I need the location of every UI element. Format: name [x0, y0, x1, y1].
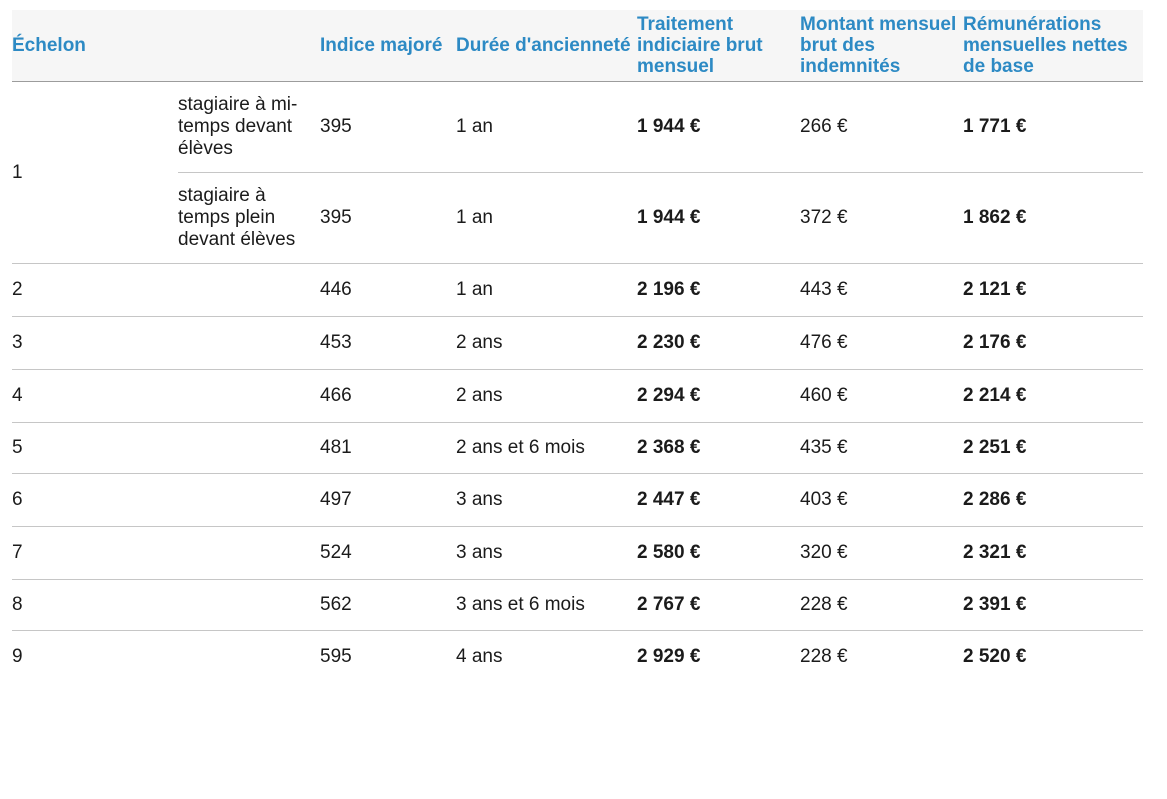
- column-header-duree-anciennete: Durée d'ancienneté: [456, 10, 637, 82]
- montant-cell: 435 €: [800, 422, 963, 474]
- remuneration-cell: 2 251 €: [963, 422, 1143, 474]
- remuneration-cell: 2 391 €: [963, 579, 1143, 631]
- duree-cell: 2 ans: [456, 316, 637, 370]
- echelon-cell: 7: [12, 526, 320, 580]
- traitement-cell: 1 944 €: [637, 172, 800, 264]
- table-row: 5 481 2 ans et 6 mois 2 368 € 435 € 2 25…: [12, 422, 1143, 474]
- montant-cell: 460 €: [800, 369, 963, 423]
- remuneration-cell: 2 286 €: [963, 473, 1143, 527]
- traitement-cell: 2 767 €: [637, 579, 800, 631]
- table-row: 6 497 3 ans 2 447 € 403 € 2 286 €: [12, 473, 1143, 527]
- table-row: 9 595 4 ans 2 929 € 228 € 2 520 €: [12, 630, 1143, 683]
- echelon-cell: 1: [12, 161, 23, 183]
- indice-cell: 524: [320, 526, 456, 580]
- echelon-cell: 9: [12, 630, 320, 683]
- echelon-cell: 4: [12, 369, 320, 423]
- indice-cell: 481: [320, 422, 456, 474]
- traitement-cell: 2 929 €: [637, 630, 800, 683]
- description-cell: stagiaire à temps plein devant élèves: [178, 172, 320, 264]
- indice-cell: 453: [320, 316, 456, 370]
- table-row: stagiaire à temps plein devant élèves 39…: [12, 172, 1143, 264]
- duree-cell: 3 ans et 6 mois: [456, 579, 637, 631]
- traitement-cell: 2 294 €: [637, 369, 800, 423]
- montant-cell: 320 €: [800, 526, 963, 580]
- montant-cell: 228 €: [800, 630, 963, 683]
- column-header-remunerations-nettes: Rémunérations mensuelles nettes de base: [963, 10, 1143, 82]
- indice-cell: 395: [320, 172, 456, 264]
- montant-cell: 228 €: [800, 579, 963, 631]
- table-row: 1 stagiaire à mi-temps devant élèves 395…: [12, 82, 1143, 183]
- echelon-cell: 8: [12, 579, 320, 631]
- remuneration-cell: 2 214 €: [963, 369, 1143, 423]
- table-row: 7 524 3 ans 2 580 € 320 € 2 321 €: [12, 526, 1143, 580]
- montant-cell: 403 €: [800, 473, 963, 527]
- column-header-indice-majore: Indice majoré: [320, 10, 456, 82]
- duree-cell: 1 an: [456, 172, 637, 264]
- duree-cell: 2 ans et 6 mois: [456, 422, 637, 474]
- remuneration-cell: 1 862 €: [963, 172, 1143, 264]
- remuneration-cell: 2 176 €: [963, 316, 1143, 370]
- table-row: 4 466 2 ans 2 294 € 460 € 2 214 €: [12, 369, 1143, 423]
- echelon-cell: 2: [12, 263, 320, 317]
- indice-cell: 446: [320, 263, 456, 317]
- column-header-montant-indemnites: Montant mensuel brut des indemnités: [800, 10, 963, 82]
- salary-table: Échelon Indice majoré Durée d'ancienneté…: [12, 10, 1143, 683]
- indice-cell: 466: [320, 369, 456, 423]
- echelon-cell: 6: [12, 473, 320, 527]
- montant-cell: 372 €: [800, 172, 963, 264]
- table-row: 2 446 1 an 2 196 € 443 € 2 121 €: [12, 263, 1143, 317]
- table-row: 8 562 3 ans et 6 mois 2 767 € 228 € 2 39…: [12, 579, 1143, 631]
- echelon-cell: 5: [12, 422, 320, 474]
- indice-cell: 497: [320, 473, 456, 527]
- indice-cell: 562: [320, 579, 456, 631]
- traitement-cell: 2 447 €: [637, 473, 800, 527]
- duree-cell: 3 ans: [456, 526, 637, 580]
- column-header-echelon: Échelon: [12, 10, 320, 82]
- column-header-traitement-brut: Traitement indiciaire brut mensuel: [637, 10, 800, 82]
- duree-cell: 3 ans: [456, 473, 637, 527]
- traitement-cell: 2 196 €: [637, 263, 800, 317]
- traitement-cell: 2 230 €: [637, 316, 800, 370]
- echelon-cell: 3: [12, 316, 320, 370]
- description-cell: stagiaire à mi-temps devant élèves: [178, 94, 298, 159]
- traitement-cell: 2 580 €: [637, 526, 800, 580]
- duree-cell: 1 an: [456, 116, 493, 137]
- traitement-cell: 2 368 €: [637, 422, 800, 474]
- montant-cell: 266 €: [800, 116, 848, 137]
- traitement-cell: 1 944 €: [637, 116, 701, 137]
- duree-cell: 4 ans: [456, 630, 637, 683]
- remuneration-cell: 2 121 €: [963, 263, 1143, 317]
- remuneration-cell: 2 520 €: [963, 630, 1143, 683]
- table-row: 3 453 2 ans 2 230 € 476 € 2 176 €: [12, 316, 1143, 370]
- remuneration-cell: 2 321 €: [963, 526, 1143, 580]
- montant-cell: 476 €: [800, 316, 963, 370]
- remuneration-cell: 1 771 €: [963, 116, 1027, 137]
- duree-cell: 1 an: [456, 263, 637, 317]
- indice-cell: 595: [320, 630, 456, 683]
- indice-cell: 395: [320, 116, 352, 137]
- montant-cell: 443 €: [800, 263, 963, 317]
- header-row: Échelon Indice majoré Durée d'ancienneté…: [12, 10, 1143, 82]
- duree-cell: 2 ans: [456, 369, 637, 423]
